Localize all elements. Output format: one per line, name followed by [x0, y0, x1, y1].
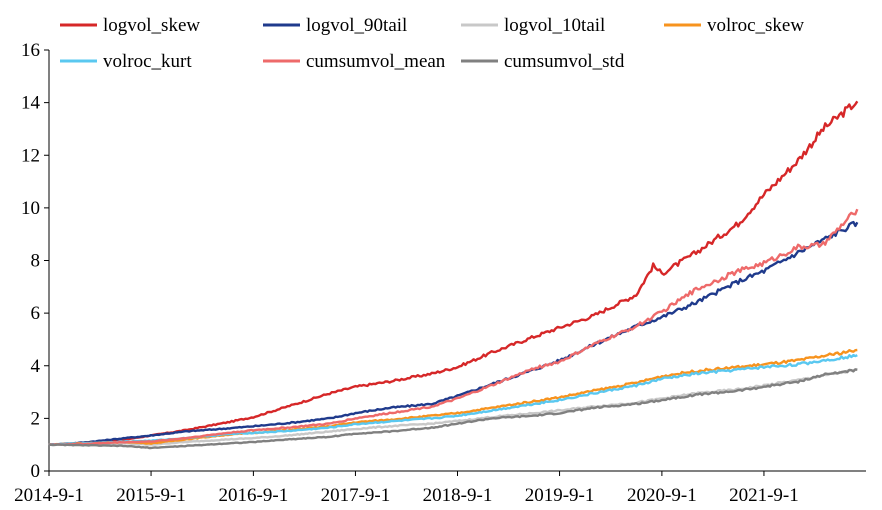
legend-label: volroc_kurt: [103, 51, 192, 72]
legend-label: logvol_skew: [103, 15, 200, 36]
x-tick-label: 2014-9-1: [14, 485, 84, 506]
y-tick-label: 2: [31, 408, 41, 429]
legend: logvol_skew logvol_90tail logvol_10tail vol…: [60, 15, 804, 72]
y-tick-label: 14: [21, 93, 41, 114]
y-tick-label: 16: [21, 40, 40, 61]
y-tick-label: 4: [31, 356, 41, 377]
y-tick-label: 0: [31, 461, 41, 482]
series-line-volroc-skew: [48, 348, 858, 446]
legend-label: volroc_skew: [707, 15, 804, 36]
series-line-logvol-10tail: [48, 368, 858, 446]
axes: 0 2 4 6 8 10 12 14 16 2014-9-1 2015-9-1 2016-9-1 201…: [14, 40, 866, 506]
series-line-logvol-90tail: [48, 220, 859, 447]
x-tick-label: 2018-9-1: [423, 485, 493, 506]
legend-label: cumsumvol_std: [504, 51, 625, 72]
y-tick-label: 12: [21, 145, 40, 166]
x-tick-label: 2019-9-1: [525, 485, 595, 506]
series-line-logvol-skew: [49, 100, 859, 446]
y-tick-label: 6: [31, 303, 41, 324]
series-line-cumsumvol-mean: [48, 208, 859, 447]
y-tick-label: 8: [31, 251, 41, 272]
legend-label: cumsumvol_mean: [306, 51, 446, 72]
x-tick-label: 2016-9-1: [219, 485, 289, 506]
x-tick-label: 2021-9-1: [729, 485, 799, 506]
y-tick-label: 10: [21, 198, 40, 219]
series-line-cumsumvol-std: [49, 368, 858, 450]
x-tick-label: 2017-9-1: [321, 485, 391, 506]
x-tick-label: 2015-9-1: [116, 485, 186, 506]
x-tick-label: 2020-9-1: [627, 485, 697, 506]
legend-label: logvol_90tail: [306, 15, 407, 36]
legend-label: logvol_10tail: [504, 15, 605, 36]
series-lines: [48, 100, 859, 450]
